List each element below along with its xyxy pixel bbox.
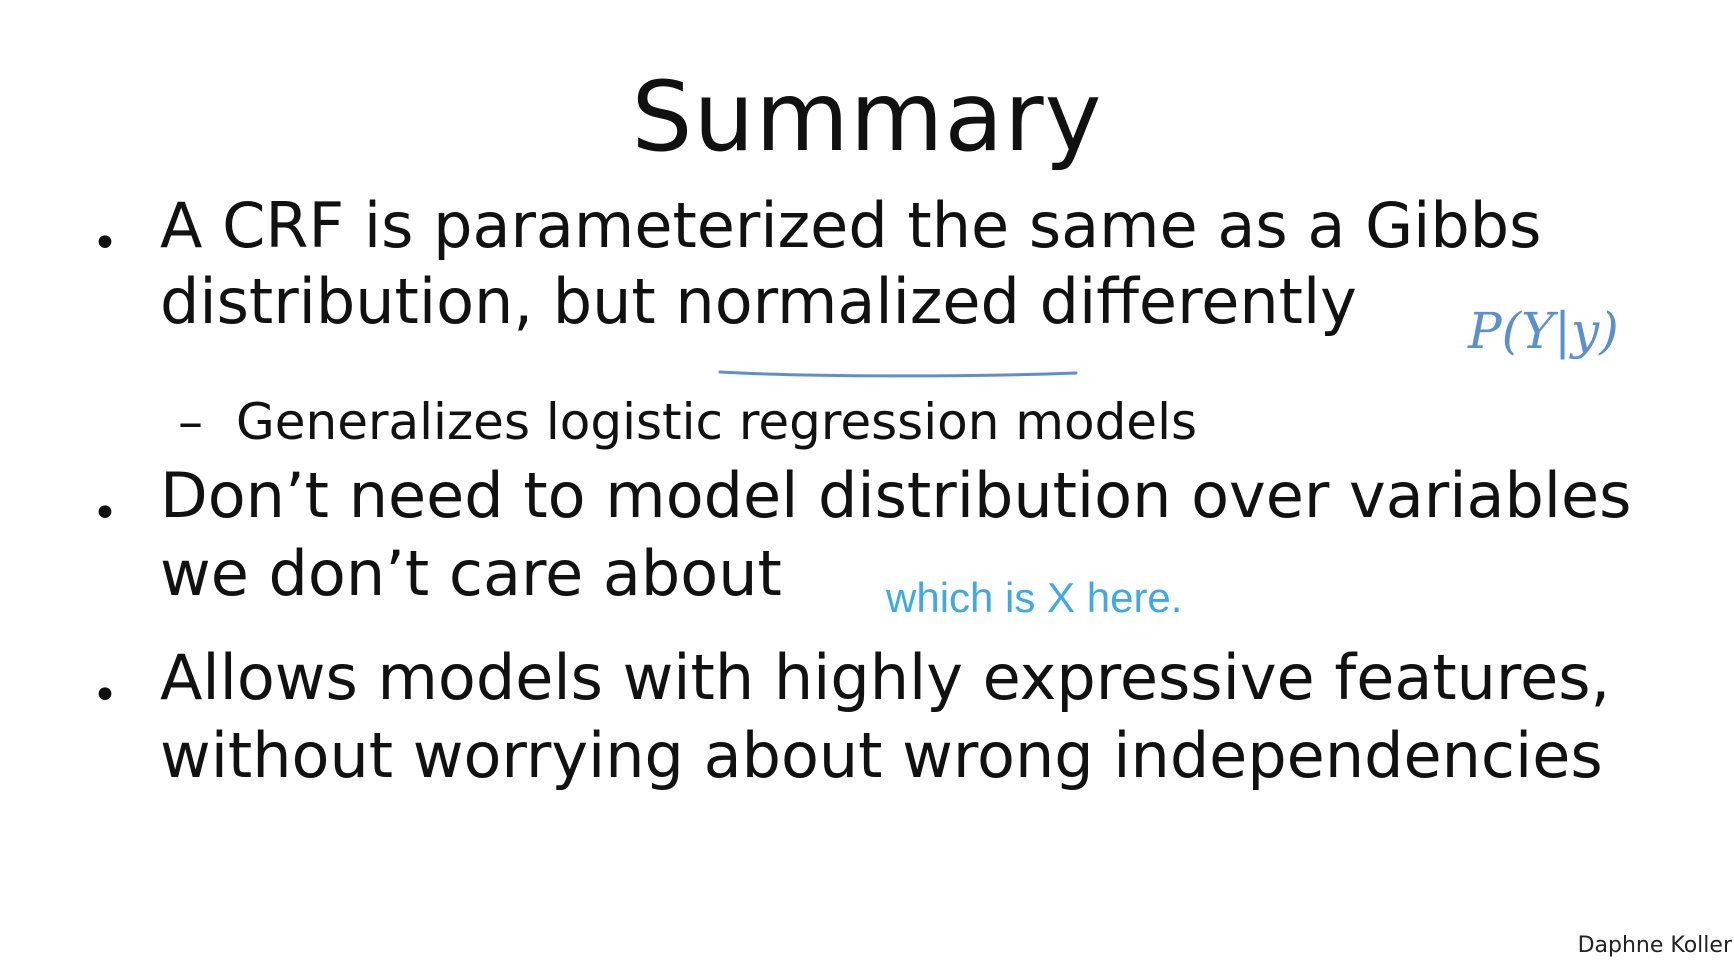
slide-title: Summary [631,61,1103,173]
bullet-dot-2: • [92,488,118,539]
caption-note: which is X here. [886,574,1183,621]
sub-bullet-1: Generalizes logistic regression models [236,393,1198,451]
bullet-2-line-1: Don’t need to model distribution over va… [160,459,1632,532]
bullet-dot-1: • [92,218,118,269]
sub-bullet-dash: – [178,393,203,451]
bullet-1-line-1: A CRF is parameterized the same as a Gib… [160,189,1542,262]
bullet-dot-3: • [92,670,118,721]
author-credit: Daphne Koller [1577,933,1732,958]
bullet-2-line-2: we don’t care about [160,537,782,610]
handwritten-underline [718,370,1078,378]
handwritten-formula: P(Y|y) [1468,302,1619,360]
bullet-3-line-1: Allows models with highly expressive fea… [160,641,1611,714]
bullet-3-line-2: without worrying about wrong independenc… [160,719,1603,792]
bullet-1-line-2: distribution, but normalized differently [160,265,1357,338]
